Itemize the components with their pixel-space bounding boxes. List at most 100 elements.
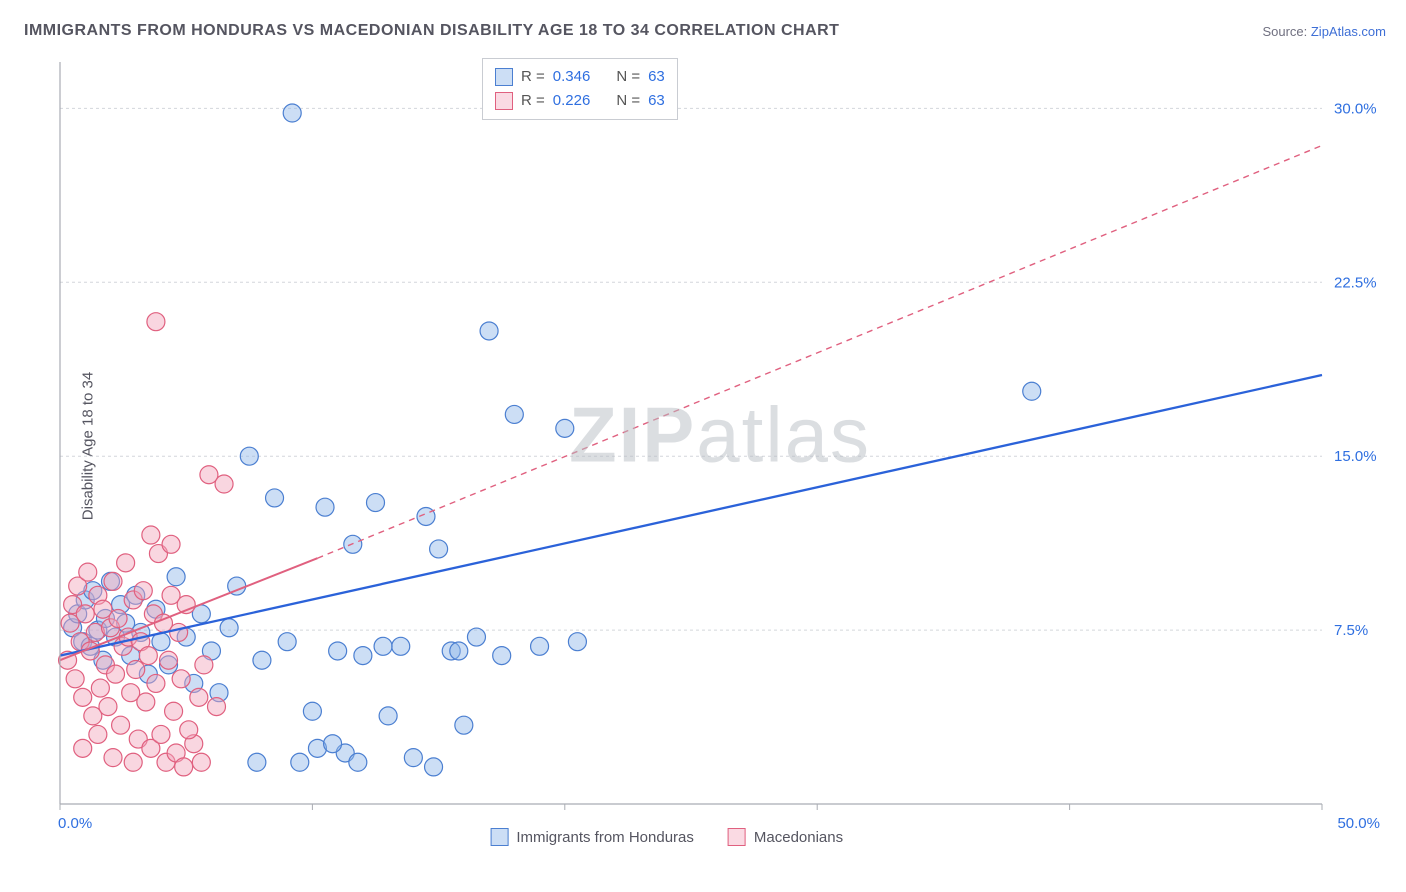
data-point <box>99 698 117 716</box>
r-value: 0.226 <box>553 89 591 113</box>
n-value: 63 <box>648 65 665 89</box>
legend-label: Macedonians <box>754 829 843 846</box>
data-point <box>278 633 296 651</box>
x-tick-label: 50.0% <box>1337 815 1380 832</box>
chart-title: IMMIGRANTS FROM HONDURAS VS MACEDONIAN D… <box>24 22 839 40</box>
data-point <box>147 674 165 692</box>
data-point <box>162 535 180 553</box>
data-point <box>152 725 170 743</box>
data-point <box>139 647 157 665</box>
legend-item: Macedonians <box>728 828 843 846</box>
data-point <box>207 698 225 716</box>
legend-item: Immigrants from Honduras <box>490 828 694 846</box>
data-point <box>568 633 586 651</box>
legend-swatch <box>728 828 746 846</box>
data-point <box>107 665 125 683</box>
scatter-chart: 7.5% 15.0% 22.5% 30.0% 0.0% 50.0% <box>54 56 1386 846</box>
source-prefix: Source: <box>1262 24 1310 39</box>
data-point <box>175 758 193 776</box>
data-point <box>147 313 165 331</box>
data-point <box>240 447 258 465</box>
data-point <box>253 651 271 669</box>
y-tick-label: 30.0% <box>1334 100 1377 117</box>
y-tick-label: 22.5% <box>1334 274 1377 291</box>
data-point <box>127 661 145 679</box>
data-point <box>142 526 160 544</box>
data-point <box>117 554 135 572</box>
data-point <box>137 693 155 711</box>
data-point <box>109 610 127 628</box>
legend-label: Immigrants from Honduras <box>516 829 694 846</box>
data-point <box>430 540 448 558</box>
r-label: R = <box>521 65 545 89</box>
data-point <box>455 716 473 734</box>
data-point <box>266 489 284 507</box>
data-point <box>480 322 498 340</box>
data-point <box>505 405 523 423</box>
source-link[interactable]: ZipAtlas.com <box>1311 24 1386 39</box>
data-point <box>180 721 198 739</box>
data-point <box>367 494 385 512</box>
plot-area: ZIPatlas R =0.346N =63R =0.226N =63 7.5%… <box>54 56 1386 846</box>
x-tick-label: 0.0% <box>58 815 92 832</box>
data-point <box>160 651 178 669</box>
data-point <box>374 637 392 655</box>
data-point <box>79 563 97 581</box>
n-label: N = <box>616 65 640 89</box>
data-point <box>170 623 188 641</box>
data-point <box>76 605 94 623</box>
data-point <box>324 735 342 753</box>
data-point <box>165 702 183 720</box>
data-point <box>91 679 109 697</box>
data-point <box>531 637 549 655</box>
data-point <box>1023 382 1041 400</box>
legend-series: Immigrants from Honduras Macedonians <box>490 828 843 846</box>
data-point <box>316 498 334 516</box>
source-credit: Source: ZipAtlas.com <box>1262 24 1386 39</box>
data-point <box>392 637 410 655</box>
data-point <box>220 619 238 637</box>
data-point <box>112 716 130 734</box>
trend-line-extrapolated <box>317 145 1322 558</box>
data-point <box>248 753 266 771</box>
data-point <box>493 647 511 665</box>
data-point <box>74 688 92 706</box>
data-point <box>291 753 309 771</box>
data-point <box>134 582 152 600</box>
legend-swatch <box>490 828 508 846</box>
data-point <box>66 670 84 688</box>
n-value: 63 <box>648 89 665 113</box>
data-point <box>190 688 208 706</box>
data-point <box>172 670 190 688</box>
data-point <box>124 753 142 771</box>
data-point <box>354 647 372 665</box>
data-point <box>556 419 574 437</box>
data-point <box>104 572 122 590</box>
data-point <box>167 568 185 586</box>
y-tick-label: 15.0% <box>1334 448 1377 465</box>
data-point <box>283 104 301 122</box>
data-point <box>192 753 210 771</box>
data-point <box>215 475 233 493</box>
data-point <box>303 702 321 720</box>
data-point <box>404 749 422 767</box>
data-point <box>425 758 443 776</box>
data-point <box>74 739 92 757</box>
r-value: 0.346 <box>553 65 591 89</box>
legend-swatch <box>495 68 513 86</box>
legend-stat-row: R = 0.226 N = 63 <box>495 89 665 113</box>
legend-swatch <box>495 92 513 110</box>
y-tick-label: 7.5% <box>1334 622 1368 639</box>
data-point <box>195 656 213 674</box>
data-point <box>467 628 485 646</box>
legend-stats: R = 0.346 N = 63 R = 0.226 N = 63 <box>482 58 678 120</box>
data-point <box>450 642 468 660</box>
data-point <box>379 707 397 725</box>
r-label: R = <box>521 89 545 113</box>
legend-stat-row: R = 0.346 N = 63 <box>495 65 665 89</box>
trend-line <box>60 375 1322 656</box>
data-point <box>329 642 347 660</box>
data-point <box>89 725 107 743</box>
data-point <box>104 749 122 767</box>
n-label: N = <box>616 89 640 113</box>
